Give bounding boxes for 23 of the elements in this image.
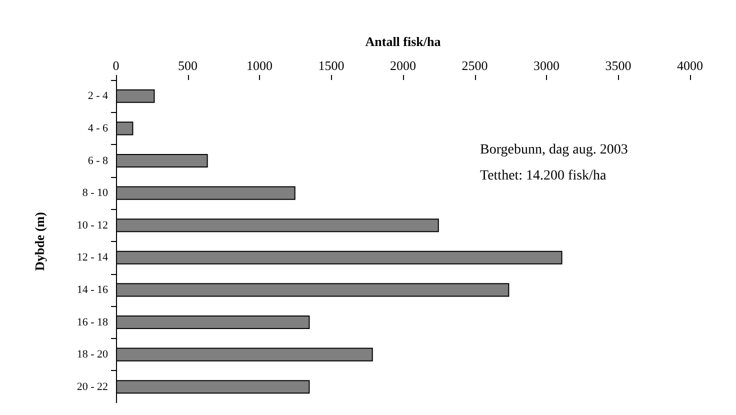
y-tick-label: 4 - 6: [88, 122, 108, 134]
annotation: Tetthet: 14.200 fisk/ha: [480, 168, 607, 184]
y-tick-label: 10 - 12: [76, 219, 108, 232]
x-tick-label: 4000: [677, 58, 703, 73]
y-tick-label: 14 - 16: [76, 284, 108, 296]
x-tick-label: 500: [178, 58, 198, 73]
x-tick-label: 2000: [390, 58, 416, 73]
x-tick-label: 1500: [318, 58, 344, 73]
y-tick-label: 12 - 14: [76, 252, 108, 264]
x-tick-label: 3000: [534, 58, 560, 73]
x-axis-title: Antall fisk/ha: [365, 34, 442, 49]
y-tick-label: 2 - 4: [88, 90, 108, 102]
x-tick-label: 1000: [246, 58, 272, 73]
annotation: Borgebunn, dag aug. 2003: [480, 142, 628, 158]
x-tick-label: 3500: [605, 58, 632, 73]
x-tick-label: 2500: [462, 58, 488, 73]
y-tick-label: 20 - 22: [76, 380, 108, 393]
x-tick-label: 0: [112, 58, 120, 73]
y-tick-label: 18 - 20: [76, 348, 108, 361]
y-tick-label: 8 - 10: [82, 187, 108, 200]
y-tick-label: 6 - 8: [88, 154, 108, 167]
y-tick-label: 16 - 18: [76, 316, 108, 328]
y-axis-title: Dybde (m): [32, 212, 47, 271]
